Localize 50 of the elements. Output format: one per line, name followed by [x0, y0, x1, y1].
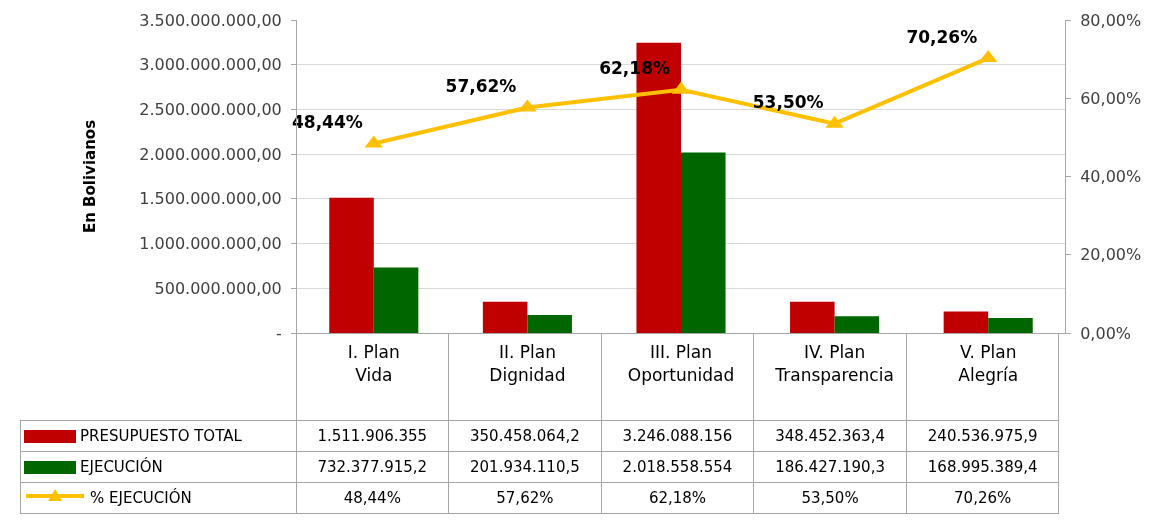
data-label: 240.536.975,9 — [906, 420, 1059, 451]
bar — [527, 314, 572, 333]
y-tick-label: 1.500.000.000,00 — [139, 189, 282, 209]
data-label: 53,50% — [753, 482, 907, 513]
bar — [988, 317, 1033, 333]
x-tick-label: V. Plan Alegría — [958, 342, 1019, 385]
bar — [482, 301, 528, 333]
data-label: 348.452.363,4 — [753, 420, 907, 451]
bar — [834, 316, 880, 333]
data-label: 70,26% — [906, 482, 1059, 513]
y-tick-label: 2.000.000.000,00 — [139, 144, 282, 164]
y2-tick-label: 20,00% — [1080, 245, 1142, 265]
x-tick-label: I. Plan Vida — [347, 342, 400, 385]
y2-tick-label: 0,00% — [1080, 323, 1132, 343]
y-tick-label: 3.000.000.000,00 — [139, 55, 282, 75]
data-label: 168.995.389,4 — [906, 451, 1059, 482]
bar — [790, 301, 835, 333]
bar — [681, 152, 726, 333]
data-label: 201.934.110,5 — [448, 451, 602, 482]
bar — [329, 197, 374, 333]
text: 53,50% — [752, 92, 824, 113]
y2-tick-label: 40,00% — [1080, 167, 1142, 187]
data-label: 48,44% — [296, 482, 449, 513]
legend-label: EJECUCIÓN — [80, 457, 163, 476]
text: 70,26% — [906, 26, 978, 47]
x-tick-label: II. Plan Dignidad — [489, 342, 566, 385]
x-tick-label: IV. Plan Transparencia — [774, 342, 894, 385]
bar — [943, 311, 989, 333]
y-tick-label: 2.500.000.000,00 — [139, 100, 282, 120]
data-label: 350.458.064,2 — [448, 420, 602, 451]
legend-label: % EJECUCIÓN — [90, 488, 192, 506]
text: 57,62% — [445, 76, 517, 97]
legend-label: PRESUPUESTO TOTAL — [80, 426, 242, 445]
x-tick-label: III. Plan Oportunidad — [627, 342, 735, 385]
data-label: 1.511.906.355 — [296, 420, 449, 451]
y-tick-label: - — [276, 323, 282, 343]
data-label: 186.427.190,3 — [753, 451, 907, 482]
y2-tick-label: 60,00% — [1080, 88, 1142, 108]
bar — [373, 267, 419, 333]
y-axis-title: En Bolivianos — [80, 119, 99, 234]
data-label: 62,18% — [601, 482, 754, 513]
y-tick-label: 500.000.000,00 — [154, 278, 282, 298]
text: 48,44% — [291, 112, 363, 133]
data-label: 2.018.558.554 — [601, 451, 754, 482]
data-label: 3.246.088.156 — [601, 420, 754, 451]
y2-tick-label: 80,00% — [1080, 10, 1142, 30]
y-tick-label: 3.500.000.000,00 — [139, 10, 282, 30]
data-label: 732.377.915,2 — [296, 451, 449, 482]
data-label: 57,62% — [448, 482, 602, 513]
y-tick-label: 1.000.000.000,00 — [139, 234, 282, 254]
